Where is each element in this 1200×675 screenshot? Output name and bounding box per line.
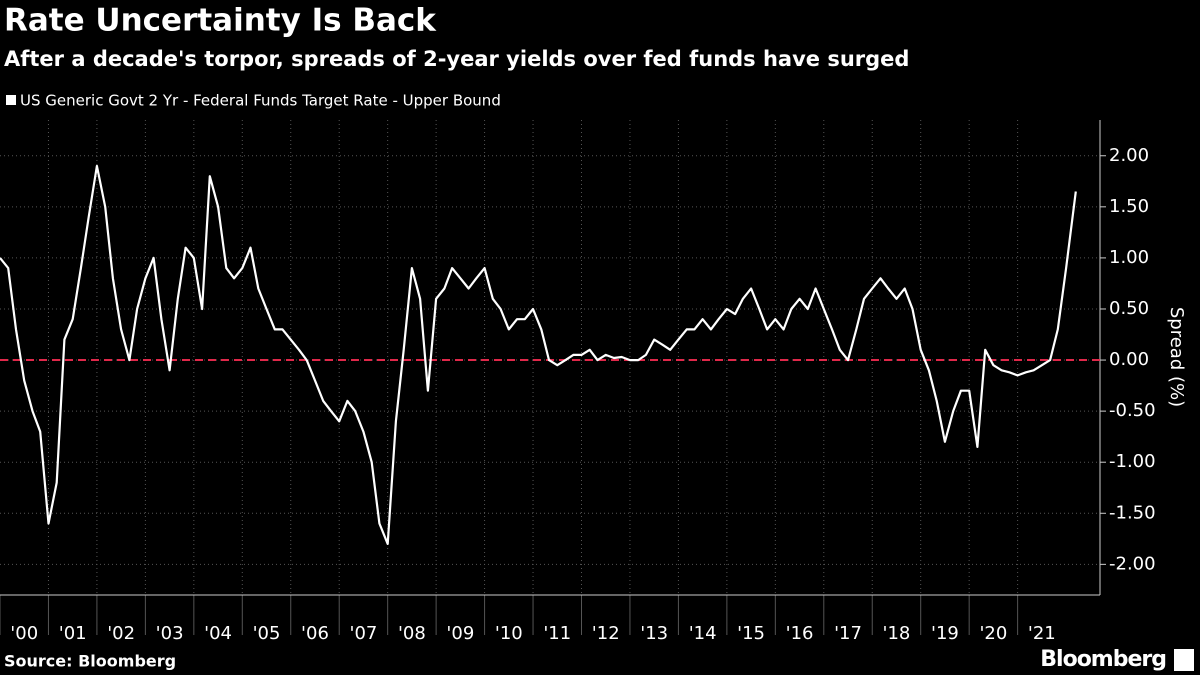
x-tick-label: '05 (253, 623, 281, 644)
chart-subtitle: After a decade's torpor, spreads of 2-ye… (4, 47, 909, 71)
y-tick-label: 1.50 (1109, 196, 1149, 217)
source: Source: Bloomberg (4, 652, 176, 671)
x-tick-label: '06 (301, 623, 329, 644)
x-tick-label: '14 (689, 623, 717, 644)
x-tick-label: '08 (398, 623, 426, 644)
x-tick-label: '18 (883, 623, 911, 644)
x-tick-label: '02 (107, 623, 135, 644)
x-tick-label: '10 (495, 623, 523, 644)
x-tick-label: '03 (156, 623, 184, 644)
x-tick-label: '11 (543, 623, 571, 644)
y-tick-label: -1.50 (1109, 502, 1156, 523)
chart-title: Rate Uncertainty Is Back (4, 3, 437, 39)
x-tick-label: '12 (592, 623, 620, 644)
data-line (0, 164, 1077, 545)
x-tick-label: '01 (59, 623, 87, 644)
y-tick-label: 1.00 (1109, 247, 1149, 268)
y-tick-label: -2.00 (1109, 553, 1156, 574)
x-tick-label: '16 (786, 623, 814, 644)
y-axis-label: Spread (%) (1166, 307, 1187, 407)
y-tick-label: 0.00 (1109, 349, 1149, 370)
x-tick-label: '04 (204, 623, 232, 644)
y-tick-label: 0.50 (1109, 298, 1149, 319)
y-tick-label: -1.00 (1109, 451, 1156, 472)
x-tick-label: '00 (10, 623, 38, 644)
legend-swatch (6, 95, 16, 105)
x-tick-label: '20 (979, 623, 1007, 644)
y-tick-label: -0.50 (1109, 400, 1156, 421)
y-tick-label: 2.00 (1109, 145, 1149, 166)
x-tick-label: '19 (931, 623, 959, 644)
brand: Bloomberg (1040, 647, 1166, 672)
x-tick-label: '07 (350, 623, 378, 644)
brand-icon (1174, 649, 1194, 671)
x-tick-label: '21 (1028, 623, 1056, 644)
legend-label: US Generic Govt 2 Yr - Federal Funds Tar… (20, 92, 501, 110)
x-tick-label: '15 (737, 623, 765, 644)
x-tick-label: '09 (446, 623, 474, 644)
x-tick-label: '17 (834, 623, 862, 644)
x-tick-label: '13 (640, 623, 668, 644)
